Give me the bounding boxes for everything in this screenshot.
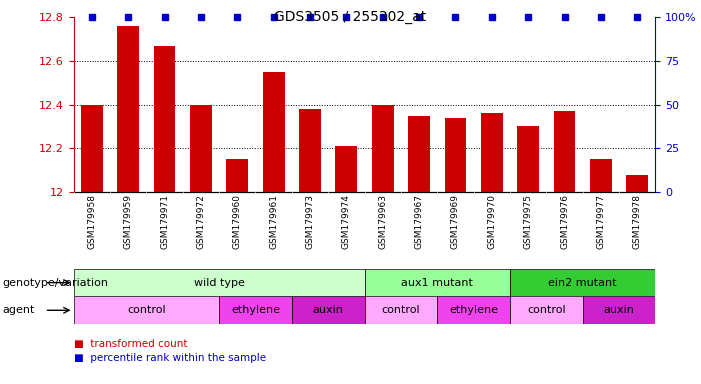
Text: auxin: auxin [313, 305, 343, 315]
Bar [627, 174, 648, 192]
Bar [554, 111, 576, 192]
Text: ethylene: ethylene [449, 305, 498, 315]
Text: ein2 mutant: ein2 mutant [548, 278, 617, 288]
Bar [263, 72, 285, 192]
Text: GSM179959: GSM179959 [123, 194, 132, 249]
Bar [154, 46, 175, 192]
Text: GSM179973: GSM179973 [306, 194, 315, 249]
Text: ethylene: ethylene [231, 305, 280, 315]
Text: control: control [527, 305, 566, 315]
Bar [437, 296, 510, 324]
Bar [365, 269, 510, 296]
Bar [481, 113, 503, 192]
Bar [510, 269, 655, 296]
Text: GSM179977: GSM179977 [597, 194, 606, 249]
Bar [190, 104, 212, 192]
Bar [590, 159, 612, 192]
Text: GSM179971: GSM179971 [160, 194, 169, 249]
Text: control: control [127, 305, 165, 315]
Bar [444, 118, 466, 192]
Text: agent: agent [2, 305, 34, 315]
Text: control: control [381, 305, 420, 315]
Text: wild type: wild type [193, 278, 245, 288]
Bar [336, 146, 358, 192]
Text: ■  transformed count: ■ transformed count [74, 339, 187, 349]
Text: GSM179976: GSM179976 [560, 194, 569, 249]
Bar [226, 159, 248, 192]
Text: GSM179960: GSM179960 [233, 194, 242, 249]
Bar [372, 104, 394, 192]
Text: aux1 mutant: aux1 mutant [401, 278, 473, 288]
Text: GSM179961: GSM179961 [269, 194, 278, 249]
Bar [117, 26, 139, 192]
Bar [219, 296, 292, 324]
Text: GSM179972: GSM179972 [196, 194, 205, 249]
Bar [292, 296, 365, 324]
Bar [74, 269, 365, 296]
Text: GSM179978: GSM179978 [633, 194, 641, 249]
Text: genotype/variation: genotype/variation [2, 278, 108, 288]
Bar [408, 116, 430, 192]
Text: GSM179969: GSM179969 [451, 194, 460, 249]
Bar [299, 109, 321, 192]
Text: auxin: auxin [604, 305, 634, 315]
Text: GSM179975: GSM179975 [524, 194, 533, 249]
Text: GSM179958: GSM179958 [88, 194, 96, 249]
Bar [583, 296, 655, 324]
Bar [365, 296, 437, 324]
Text: GSM179970: GSM179970 [487, 194, 496, 249]
Bar [81, 104, 102, 192]
Text: GSM179974: GSM179974 [342, 194, 350, 249]
Bar [517, 126, 539, 192]
Text: ■  percentile rank within the sample: ■ percentile rank within the sample [74, 353, 266, 363]
Bar [510, 296, 583, 324]
Text: GSM179963: GSM179963 [379, 194, 387, 249]
Text: GDS3505 / 255302_at: GDS3505 / 255302_at [274, 10, 427, 23]
Text: GSM179967: GSM179967 [414, 194, 423, 249]
Bar [74, 296, 219, 324]
